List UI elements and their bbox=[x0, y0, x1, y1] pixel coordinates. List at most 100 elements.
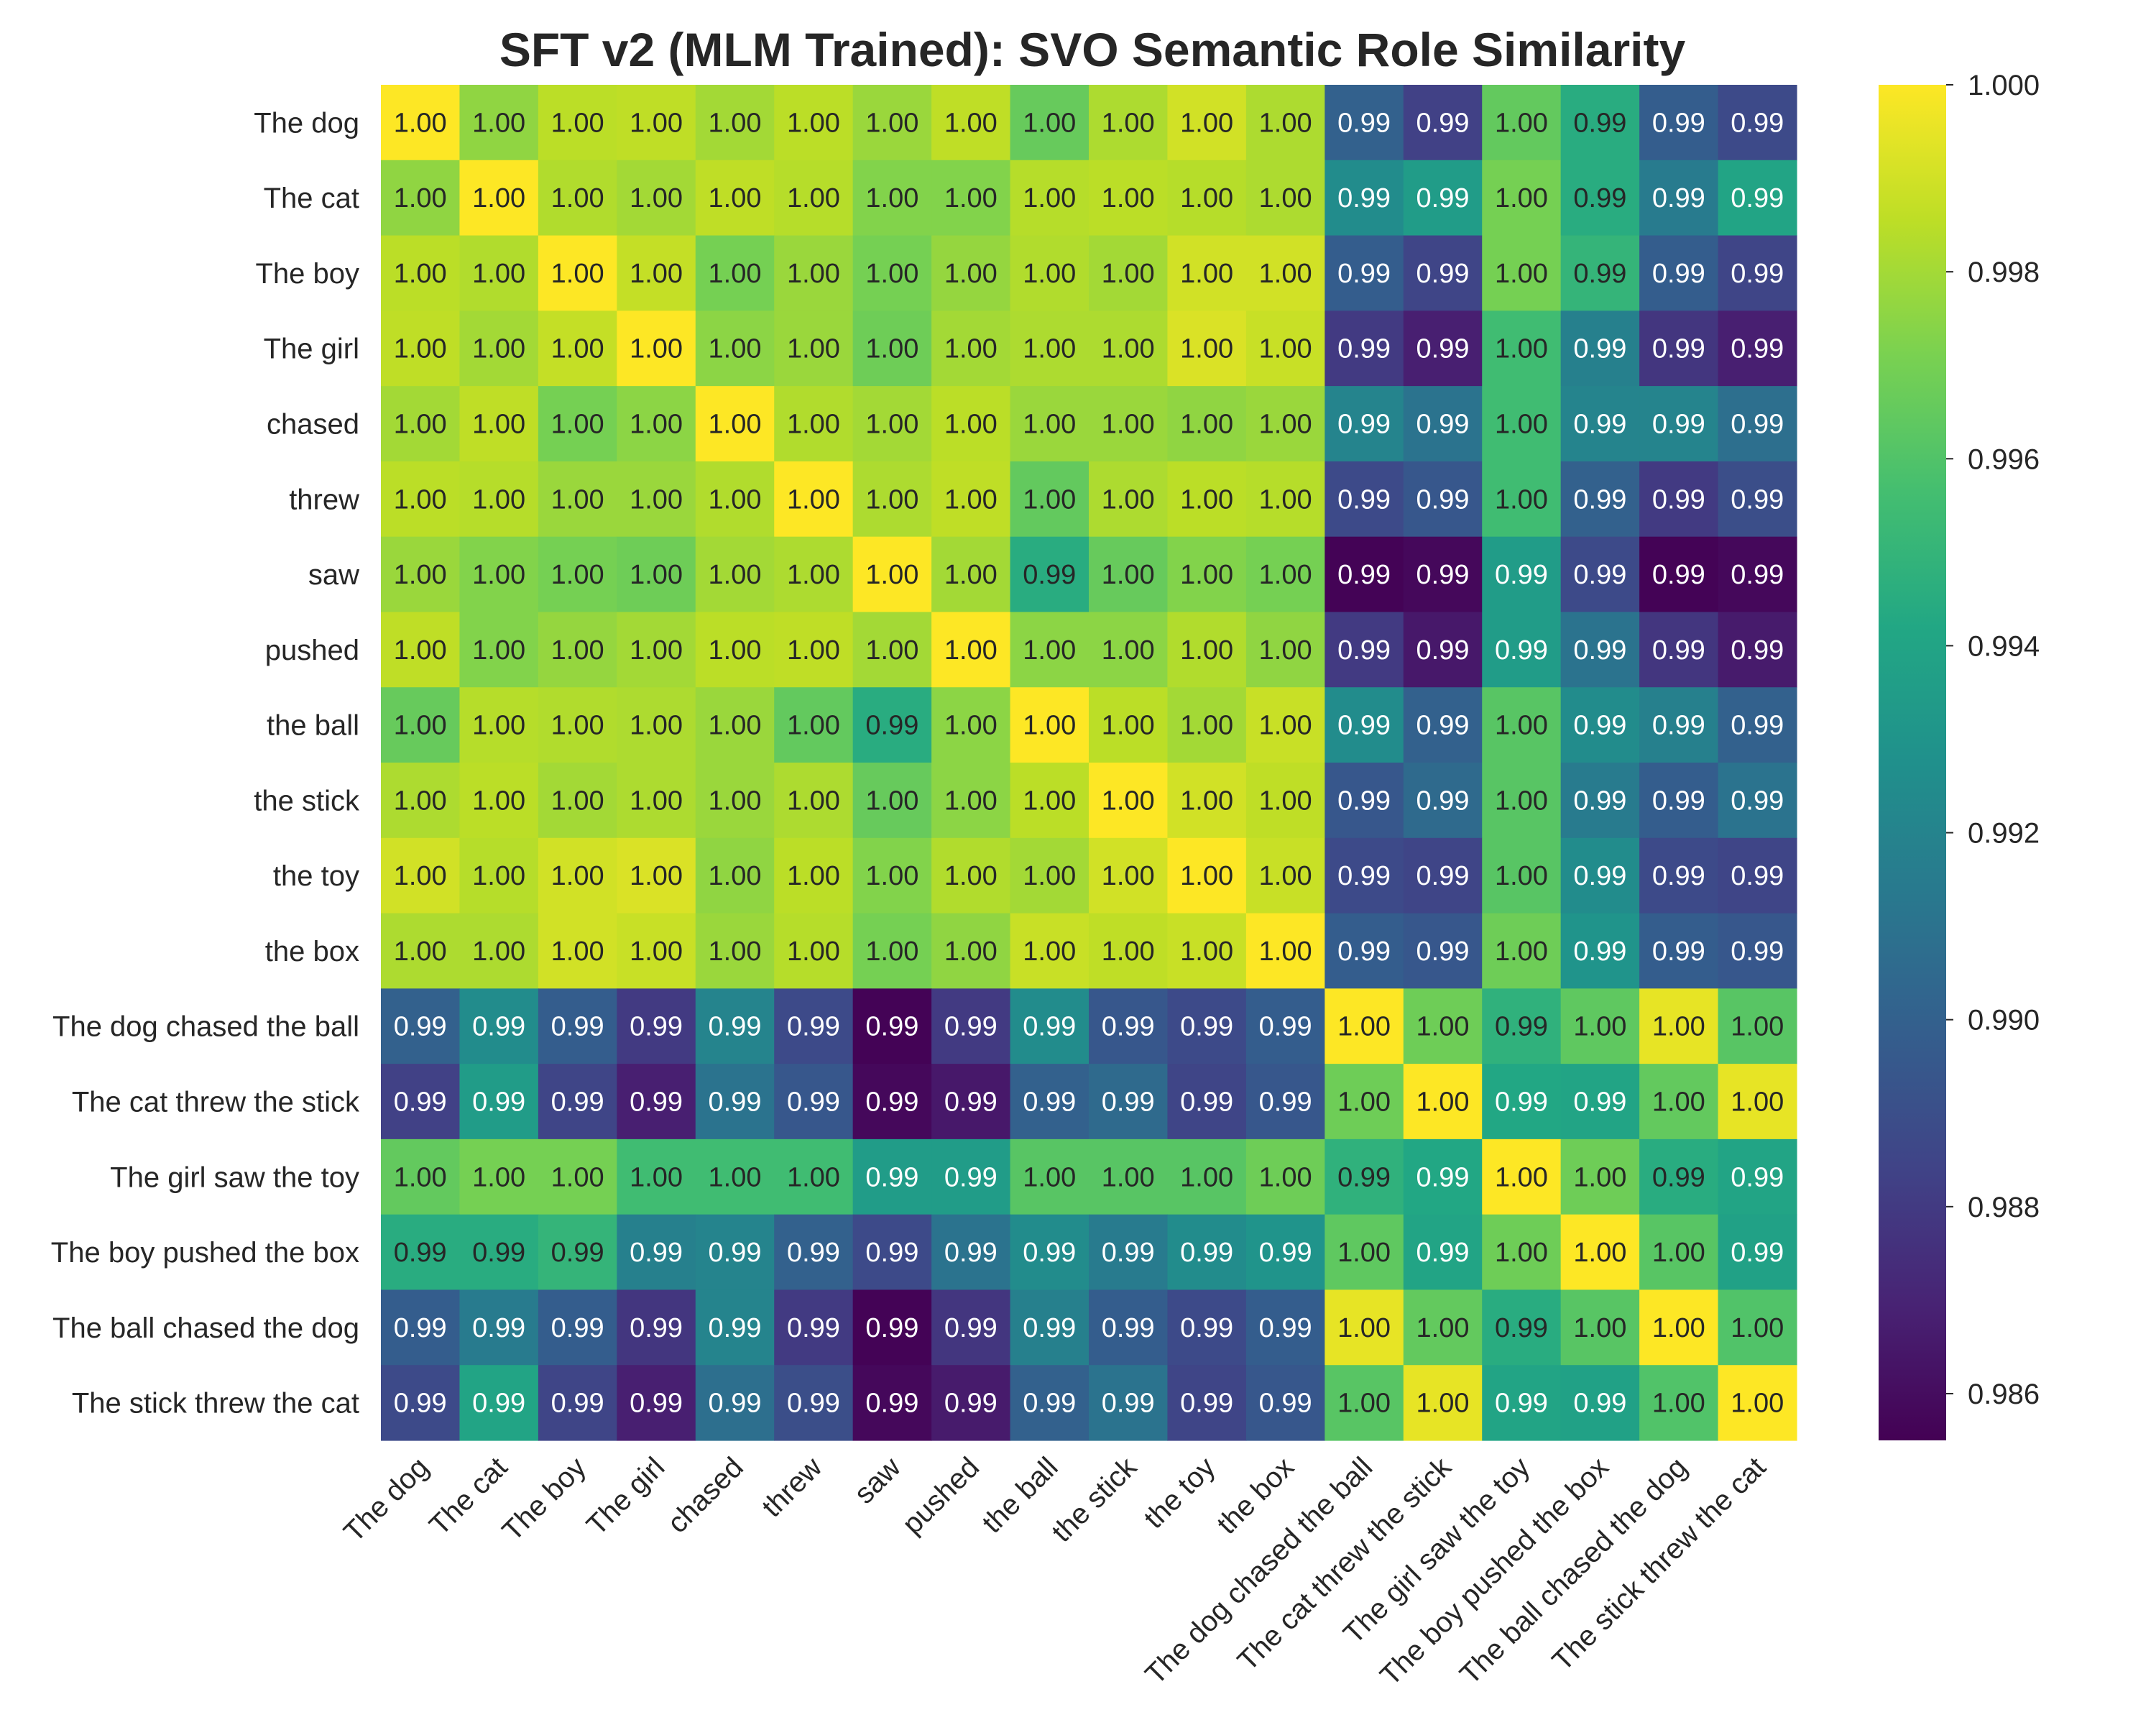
cell-value-label: 1.00 bbox=[1495, 1162, 1548, 1192]
colorbar-tick-label: 0.998 bbox=[1968, 257, 2040, 288]
cell-value-label: 1.00 bbox=[944, 334, 998, 364]
heatmap-cell bbox=[1482, 913, 1562, 989]
cell-value-label: 1.00 bbox=[1731, 1389, 1784, 1419]
cell-value-label: 1.00 bbox=[1259, 484, 1312, 515]
cell-value-label: 1.00 bbox=[1180, 410, 1233, 440]
cell-value-label: 0.99 bbox=[472, 1238, 525, 1268]
cell-value-label: 1.00 bbox=[1102, 861, 1155, 891]
heatmap-cell bbox=[852, 612, 932, 688]
cell-value-label: 1.00 bbox=[787, 560, 840, 590]
heatmap-cell bbox=[1245, 1064, 1325, 1140]
cell-value-label: 1.00 bbox=[787, 635, 840, 666]
cell-value-label: 1.00 bbox=[865, 560, 918, 590]
cell-value-label: 1.00 bbox=[1180, 183, 1233, 213]
cell-value-label: 0.99 bbox=[1337, 786, 1391, 816]
cell-value-label: 0.99 bbox=[865, 1087, 918, 1118]
heatmap-cell bbox=[1718, 310, 1797, 387]
cell-value-label: 1.00 bbox=[1495, 334, 1548, 364]
heatmap-cell bbox=[1089, 1214, 1169, 1291]
cell-value-label: 1.00 bbox=[787, 183, 840, 213]
cell-value-label: 0.99 bbox=[1573, 711, 1626, 741]
cell-value-label: 1.00 bbox=[1102, 259, 1155, 289]
heatmap-cell bbox=[695, 461, 775, 538]
cell-value-label: 1.00 bbox=[1023, 861, 1076, 891]
cell-value-label: 0.99 bbox=[1573, 937, 1626, 967]
cell-value-label: 0.99 bbox=[1102, 1313, 1155, 1343]
row-label: The dog bbox=[254, 107, 359, 139]
cell-value-label: 0.99 bbox=[1337, 484, 1391, 515]
cell-value-label: 1.00 bbox=[709, 786, 762, 816]
heatmap-cell bbox=[774, 1064, 854, 1140]
cell-value-label: 1.00 bbox=[472, 861, 525, 891]
cell-value-label: 0.99 bbox=[472, 1313, 525, 1343]
heatmap-cell bbox=[381, 85, 461, 161]
heatmap-cell bbox=[1010, 1214, 1089, 1291]
heatmap-cell bbox=[1325, 837, 1404, 914]
cell-value-label: 1.00 bbox=[630, 259, 683, 289]
heatmap-cell bbox=[1325, 1365, 1404, 1441]
cell-value-label: 1.00 bbox=[865, 861, 918, 891]
heatmap-cell bbox=[459, 85, 539, 161]
heatmap-cell bbox=[1089, 1365, 1169, 1441]
cell-value-label: 0.99 bbox=[1416, 259, 1470, 289]
heatmap-cell bbox=[931, 1214, 1011, 1291]
heatmap-cell bbox=[1245, 536, 1325, 613]
heatmap-cell bbox=[1245, 235, 1325, 311]
cell-value-label: 0.99 bbox=[1573, 108, 1626, 138]
heatmap-cell bbox=[617, 1365, 696, 1441]
row-label: The boy pushed the box bbox=[51, 1237, 359, 1269]
cell-value-label: 1.00 bbox=[944, 484, 998, 515]
cell-value-label: 1.00 bbox=[944, 183, 998, 213]
heatmap-cell bbox=[381, 1138, 461, 1215]
heatmap-cell bbox=[1325, 310, 1404, 387]
cell-value-label: 0.99 bbox=[1416, 635, 1470, 666]
cell-value-label: 0.99 bbox=[1023, 1238, 1076, 1268]
heatmap-cell bbox=[1718, 1064, 1797, 1140]
heatmap-cell bbox=[852, 1064, 932, 1140]
cell-value-label: 1.00 bbox=[1102, 1162, 1155, 1192]
cell-value-label: 1.00 bbox=[1180, 711, 1233, 741]
heatmap-cell bbox=[1560, 1289, 1640, 1366]
cell-value-label: 1.00 bbox=[709, 183, 762, 213]
heatmap-cell bbox=[459, 763, 539, 839]
cell-value-label: 1.00 bbox=[551, 1162, 604, 1192]
heatmap-cell bbox=[1403, 386, 1483, 462]
heatmap-cell bbox=[1167, 913, 1247, 989]
heatmap-cell bbox=[774, 536, 854, 613]
heatmap-cell bbox=[1167, 310, 1247, 387]
heatmap-cell bbox=[1010, 837, 1089, 914]
row-label: chased bbox=[267, 409, 359, 441]
cell-value-label: 0.99 bbox=[1337, 861, 1391, 891]
heatmap-cell bbox=[1325, 612, 1404, 688]
heatmap-cell bbox=[1167, 1214, 1247, 1291]
cell-value-label: 1.00 bbox=[1023, 786, 1076, 816]
heatmap-cell bbox=[1482, 687, 1562, 763]
cell-value-label: 1.00 bbox=[944, 937, 998, 967]
heatmap-cell bbox=[538, 386, 617, 462]
cell-value-label: 1.00 bbox=[551, 635, 604, 666]
heatmap-cell bbox=[1089, 235, 1169, 311]
cell-value-label: 1.00 bbox=[787, 861, 840, 891]
heatmap-cell bbox=[1560, 386, 1640, 462]
cell-value-label: 1.00 bbox=[1102, 560, 1155, 590]
heatmap-cell bbox=[1403, 461, 1483, 538]
heatmap-cell bbox=[695, 1064, 775, 1140]
heatmap-cell bbox=[1245, 1365, 1325, 1441]
heatmap-cell bbox=[931, 1365, 1011, 1441]
cell-value-label: 1.00 bbox=[944, 711, 998, 741]
heatmap-cell bbox=[1560, 85, 1640, 161]
heatmap-cell bbox=[1325, 988, 1404, 1064]
cell-value-label: 0.99 bbox=[1416, 1238, 1470, 1268]
heatmap-cell bbox=[1482, 160, 1562, 236]
cell-value-label: 1.00 bbox=[944, 560, 998, 590]
row-labels: The dog The cat The boy The girl chased threw… bbox=[51, 107, 360, 1419]
heatmap-cell bbox=[1482, 1064, 1562, 1140]
heatmap-cell bbox=[1639, 235, 1719, 311]
cell-value-label: 1.00 bbox=[1102, 410, 1155, 440]
heatmap-cell bbox=[459, 235, 539, 311]
cell-value-label: 1.00 bbox=[472, 786, 525, 816]
heatmap-cell bbox=[381, 160, 461, 236]
column-label: the toy bbox=[1138, 1451, 1222, 1535]
cell-value-label: 0.99 bbox=[1573, 410, 1626, 440]
